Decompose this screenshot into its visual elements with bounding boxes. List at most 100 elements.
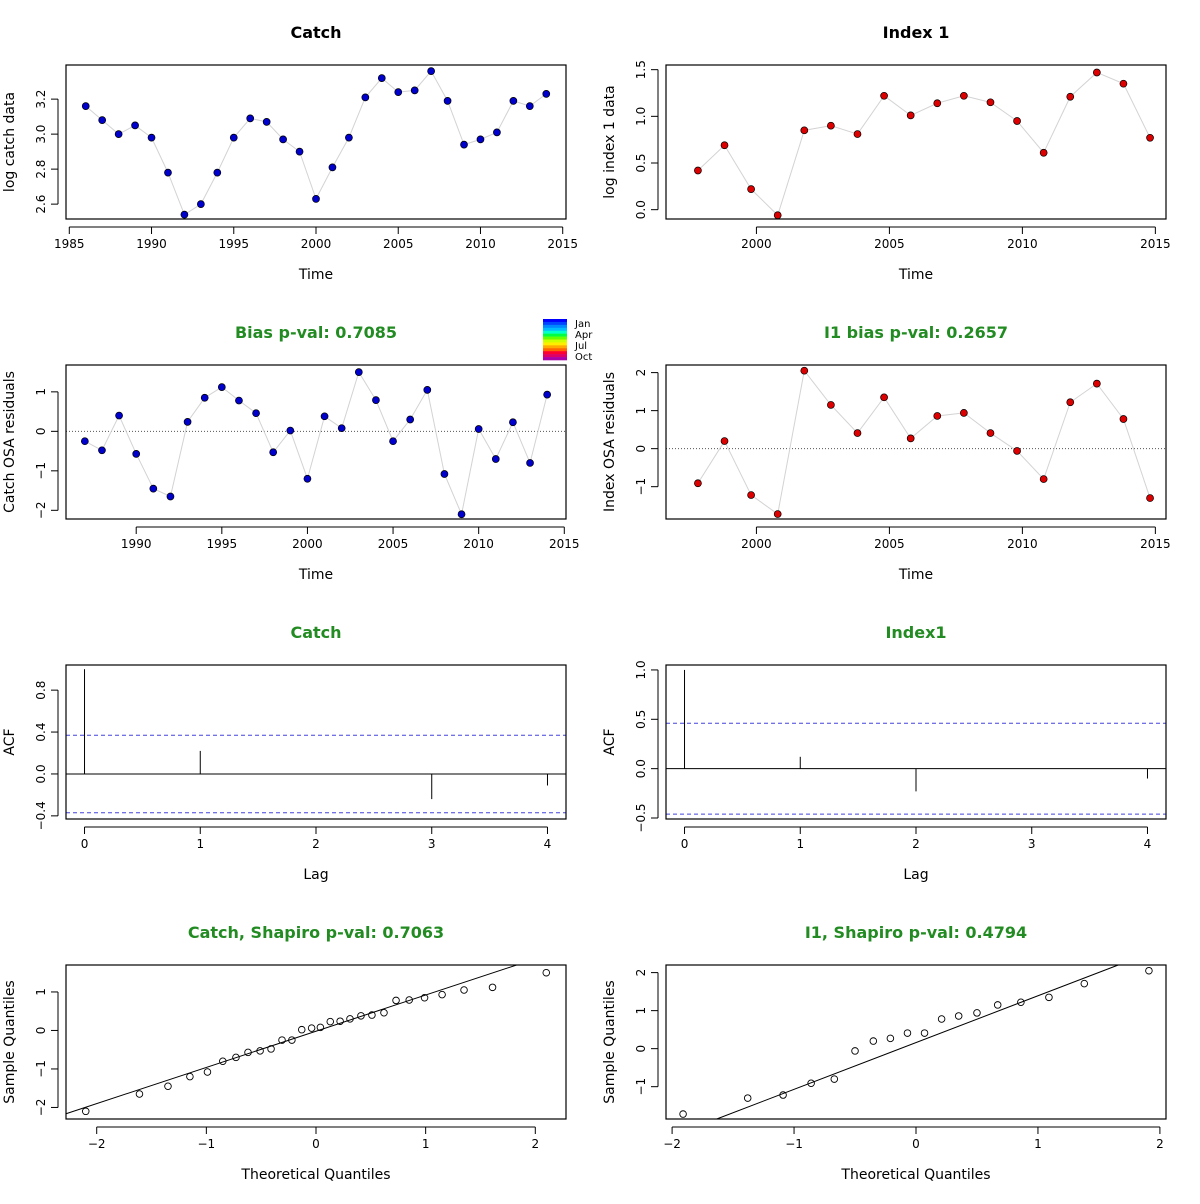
series-connector-line [697,369,1151,515]
x-axis-label: Theoretical Quantiles [840,1167,990,1183]
data-point [235,396,243,405]
legend-swatch [543,321,567,326]
series-connector-line [697,71,1151,217]
x-tick-label: 1985 [54,237,85,251]
qq-point [256,1047,264,1055]
x-tick-label: 0 [681,837,689,851]
qq-point [357,1012,365,1020]
x-tick-label: 4 [1144,837,1152,851]
qq-point [679,1110,687,1118]
x-axis-ticks: 0 1 2 3 4 [681,826,1152,851]
data-point [80,437,89,446]
y-tick-label: 2.6 [34,195,48,214]
y-axis-ticks: 0.0 0.5 1.0 1.5 [634,60,659,219]
y-axis-label: Index OSA residuals [602,372,618,512]
data-point [880,393,888,402]
y-tick-label: −0.5 [634,803,648,832]
plot-frame [65,664,567,820]
series-connector-line [84,370,548,516]
x-tick-label: 1995 [207,537,238,551]
qq-point [81,1107,90,1116]
y-axis-label: ACF [2,728,18,755]
x-axis-ticks: 1985 1990 1995 2000 2005 2010 2015 [54,226,578,251]
x-tick-label: 2005 [383,237,414,251]
y-tick-label: 1 [634,407,648,415]
panel-index-resid: I1 bias p-val: 0.2657 Time Index OSA resid… [602,323,1171,583]
data-point [312,195,320,203]
qq-point [830,1075,839,1083]
x-axis-label: Lag [903,867,928,883]
legend-swatch [543,333,567,337]
data-point [1013,447,1021,455]
legend-label: Jan [574,319,590,330]
legend-label: Jul [574,341,587,352]
qq-point [380,1008,388,1017]
chart-title: Index1 [885,623,946,642]
data-point [328,163,337,172]
data-point [933,99,942,108]
data-point [115,411,123,420]
data-point [443,97,452,105]
data-point [440,470,449,478]
y-axis-label: ACF [602,728,618,755]
data-point [853,130,862,138]
qq-point [244,1048,252,1057]
x-tick-label: 2000 [301,237,332,251]
data-point [906,434,915,443]
y-tick-label: 0.0 [34,764,48,783]
data-point [543,390,552,399]
data-point [773,510,782,518]
x-tick-label: 2005 [874,537,905,551]
data-point [1119,415,1128,423]
x-tick-label: 2010 [463,537,494,551]
plot-frame [665,664,1167,820]
x-tick-label: −2 [88,1137,106,1151]
x-axis-label: Time [298,267,333,283]
x-axis-ticks: −2 −1 0 1 2 [88,1126,539,1151]
x-tick-label: 0 [912,1137,920,1151]
y-tick-label: 2 [634,369,648,377]
y-tick-label: 3.2 [34,90,48,109]
x-tick-label: 2 [531,1137,539,1151]
chart-title: Index 1 [883,23,950,42]
data-point [286,426,295,435]
y-axis-ticks: 2.6 2.8 3.0 3.2 [34,90,59,214]
data-point [98,446,106,455]
qq-reference-line [65,964,517,1115]
data-point [389,437,397,446]
chart-title: I1, Shapiro p-val: 0.4794 [805,923,1027,942]
panel-index-acf: Index1 Lag ACF 0 1 2 3 4 −0.5 0.0 0.5 1.0 [602,623,1167,883]
qq-point [267,1045,275,1053]
qq-point [288,1036,296,1044]
x-tick-label: 2015 [549,537,580,551]
data-point [1039,475,1048,483]
plot-area [666,669,1166,815]
qq-point [307,1024,316,1032]
data-point [345,133,353,142]
qq-point [164,1082,172,1091]
chart-title: Catch, Shapiro p-val: 0.7063 [188,923,444,942]
qq-point [460,986,468,994]
data-point [180,210,189,219]
y-axis-ticks: −2 −1 0 1 [34,988,59,1116]
data-point [427,67,435,75]
plot-frame [665,364,1167,520]
plot-area [679,964,1153,1120]
x-tick-label: 1 [1034,1137,1042,1151]
qq-reference-line [716,964,1119,1120]
data-point [262,118,271,126]
x-axis-ticks: −2 −1 0 1 2 [663,1126,1164,1151]
y-tick-label: 0.0 [634,200,648,219]
data-point [229,133,238,142]
qq-point [937,1015,946,1023]
qq-point [278,1036,286,1044]
chart-title: Catch [290,23,341,42]
y-axis-ticks: −1 0 1 2 [634,969,659,1096]
data-point [279,135,287,144]
x-axis-label: Time [898,567,933,583]
qq-point [420,993,429,1002]
qq-point [993,1001,1002,1009]
qq-point [405,996,413,1004]
